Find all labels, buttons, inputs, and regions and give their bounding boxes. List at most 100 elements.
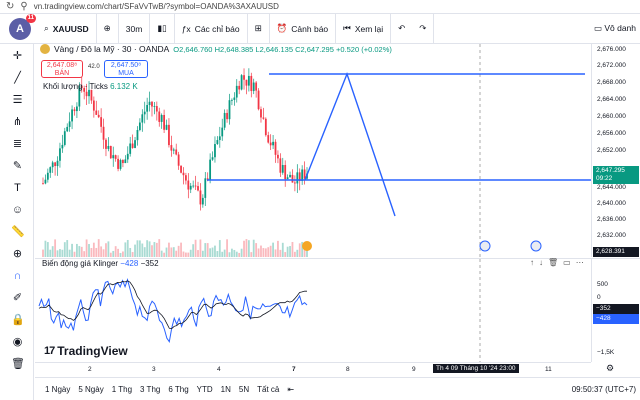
volume-bar bbox=[134, 244, 136, 257]
reload-icon[interactable]: ↻ bbox=[6, 1, 15, 12]
volume-bar bbox=[187, 252, 190, 257]
brush-icon[interactable]: ✎ bbox=[12, 160, 23, 172]
candle bbox=[172, 149, 175, 151]
range-5d[interactable]: 5 Ngày bbox=[78, 384, 104, 394]
crosshair-icon[interactable]: ✛ bbox=[12, 50, 23, 62]
alerts-button[interactable]: ⏰ Cảnh báo bbox=[270, 13, 337, 44]
zoom-in-icon[interactable]: ⊕ bbox=[12, 248, 23, 260]
candle bbox=[235, 85, 238, 98]
templates-button[interactable]: ⊞ bbox=[248, 13, 270, 44]
candle bbox=[68, 121, 71, 127]
flag-marker[interactable] bbox=[530, 240, 542, 252]
interval-button[interactable]: 30m bbox=[119, 13, 151, 44]
candle bbox=[250, 75, 253, 92]
volume-bar bbox=[177, 245, 180, 257]
candle bbox=[189, 185, 192, 190]
range-1m[interactable]: 1 Thg bbox=[111, 384, 133, 394]
arrow-down-icon[interactable]: ↓ bbox=[539, 258, 543, 267]
sell-button[interactable]: 2,647.08⁸ BÁN bbox=[41, 60, 83, 78]
candle bbox=[247, 75, 250, 86]
candle-type-button[interactable]: ▮▯ bbox=[150, 13, 175, 44]
magnet-icon[interactable]: ∩ bbox=[13, 270, 22, 282]
price-chart-svg[interactable] bbox=[35, 44, 591, 257]
path-drawing[interactable] bbox=[304, 71, 396, 217]
price-chart[interactable] bbox=[35, 44, 591, 257]
time-tick: 7 bbox=[292, 366, 296, 373]
price-tick: 2,632.000 bbox=[597, 232, 626, 239]
volume-bar bbox=[100, 246, 103, 257]
eye-icon[interactable]: ◉ bbox=[12, 336, 23, 348]
flag-marker[interactable] bbox=[479, 240, 491, 252]
volume-bar bbox=[245, 239, 248, 257]
range-1d[interactable]: 1 Ngày bbox=[45, 384, 71, 394]
horizontal-lines-icon[interactable]: ☰ bbox=[12, 94, 23, 106]
range-1y[interactable]: 1N bbox=[220, 384, 231, 394]
date-range-icon[interactable]: ⇤ bbox=[287, 384, 295, 394]
delete-pane-icon[interactable]: 🗑 bbox=[548, 258, 559, 267]
alerts-label: Cảnh báo bbox=[291, 23, 329, 34]
range-3m[interactable]: 3 Thg bbox=[140, 384, 161, 394]
sell-price: 2,647.08⁸ bbox=[46, 62, 78, 69]
url-text[interactable]: vn.tradingview.com/chart/SFaVvTwB/?symbo… bbox=[33, 2, 279, 11]
range-6m[interactable]: 6 Thg bbox=[168, 384, 189, 394]
volume-bar bbox=[122, 251, 124, 257]
ohlc-values: O2,646.760 H2,648.385 L2,646.135 C2,647.… bbox=[173, 45, 392, 54]
volume-bar bbox=[163, 252, 166, 257]
arrow-up-icon[interactable]: ↑ bbox=[530, 258, 534, 267]
clock[interactable]: 09:50:37 (UTC+7) bbox=[571, 384, 636, 394]
candle bbox=[252, 82, 255, 92]
emoji-icon[interactable]: ☺ bbox=[11, 204, 24, 216]
redo-button[interactable]: ↷ bbox=[412, 13, 435, 44]
more-icon[interactable]: ⋯ bbox=[575, 258, 584, 267]
pitchfork-icon[interactable]: ⋔ bbox=[12, 116, 23, 128]
candle bbox=[255, 82, 258, 91]
replay-button[interactable]: ⏮ Xem lại bbox=[336, 13, 392, 44]
fib-icon[interactable]: ≣ bbox=[12, 138, 23, 150]
undo-button[interactable]: ↶ bbox=[391, 14, 412, 44]
compare-button[interactable]: ⊕ bbox=[97, 13, 119, 44]
candle bbox=[245, 79, 248, 86]
range-5y[interactable]: 5N bbox=[238, 384, 250, 394]
candle bbox=[187, 180, 190, 190]
volume-bar bbox=[284, 252, 287, 257]
volume-bar bbox=[54, 239, 57, 257]
symbol-search-button[interactable]: ⌕ XAUUSD bbox=[37, 13, 97, 44]
range-all[interactable]: Tất cả bbox=[257, 384, 280, 394]
buy-button[interactable]: 2,647.50⁸ MUA bbox=[104, 60, 148, 78]
text-icon[interactable]: T bbox=[14, 182, 21, 194]
symbol-label: XAUUSD bbox=[52, 23, 89, 34]
klinger-pane[interactable] bbox=[35, 258, 591, 362]
range-ytd[interactable]: YTD bbox=[196, 384, 213, 394]
settings-icon[interactable]: ⚙ bbox=[606, 363, 615, 373]
volume-legend[interactable]: Khối lượng · Ticks 6.132 K bbox=[43, 82, 138, 91]
trash-icon[interactable]: 🗑 bbox=[11, 358, 25, 370]
volume-bar bbox=[218, 240, 221, 257]
klinger-value-1: −428 bbox=[120, 259, 139, 268]
volume-bar bbox=[289, 246, 291, 257]
klinger-svg[interactable] bbox=[35, 259, 591, 362]
candle bbox=[192, 185, 195, 187]
trend-line-icon[interactable]: ╱ bbox=[14, 72, 21, 84]
candle bbox=[107, 145, 110, 149]
event-marker[interactable] bbox=[302, 241, 312, 251]
ruler-icon[interactable]: 📏 bbox=[11, 226, 25, 238]
ohlc-open: O2,646.760 bbox=[173, 44, 213, 54]
candle bbox=[231, 99, 233, 101]
tradingview-logo[interactable]: 17 TradingView bbox=[44, 344, 128, 358]
price-axis[interactable]: 2,676.000 2,672.000 2,668.000 2,664.000 … bbox=[591, 44, 640, 257]
volume-bar bbox=[148, 241, 151, 257]
lock-drawing-icon[interactable]: ✐ bbox=[12, 292, 23, 304]
avatar[interactable]: A 11 bbox=[9, 13, 36, 40]
volume-bar bbox=[228, 252, 231, 257]
maximize-icon[interactable]: ▭ bbox=[563, 258, 571, 267]
klinger-legend[interactable]: Biến động giá Klinger −428 −352 bbox=[42, 259, 159, 268]
layout-name-button[interactable]: ▭ Vô danh bbox=[594, 23, 640, 34]
site-info-icon[interactable]: ⚲ bbox=[20, 1, 28, 12]
volume-bar bbox=[281, 242, 284, 257]
lock-icon[interactable]: 🔒 bbox=[11, 314, 25, 326]
klinger-axis[interactable]: 500 0 −1,5K −352 −428 bbox=[591, 258, 640, 362]
indicators-button[interactable]: ƒx Các chỉ báo bbox=[175, 13, 248, 44]
time-axis[interactable]: 2 3 4 7 8 9 11 Th 4 09 Tháng 10 '24 23:0… bbox=[35, 362, 591, 376]
candle bbox=[240, 75, 243, 90]
legend-title[interactable]: Vàng / Đô la Mỹ · 30 · OANDA bbox=[54, 44, 170, 54]
